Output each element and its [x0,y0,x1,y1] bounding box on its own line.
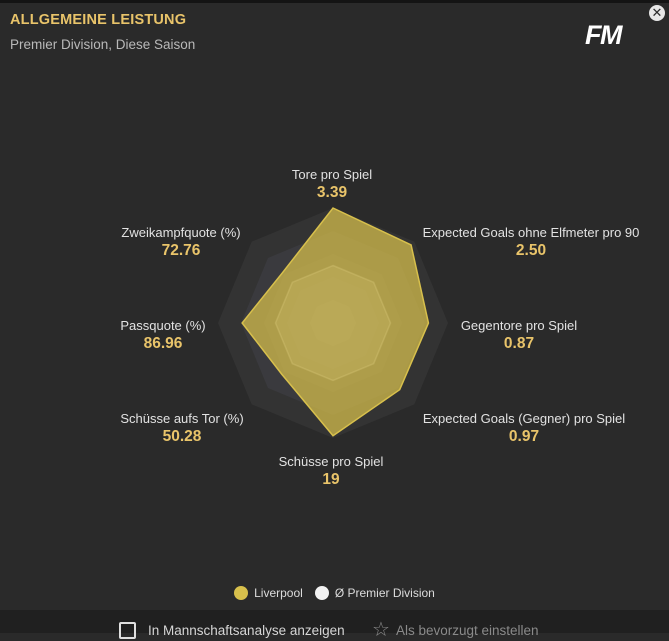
axis-value-7: 86.96 [143,335,183,352]
axis-name-5: Schüsse pro Spiel [278,454,384,469]
close-icon[interactable]: ✕ [649,5,665,21]
top-border [0,0,669,3]
series-polygon-liverpool [241,207,430,437]
axis-value-1: 3.39 [316,184,348,201]
team-analysis-toggle[interactable]: In Mannschaftsanalyse anzeigen [119,622,345,639]
footer-bar: In Mannschaftsanalyse anzeigen ☆ Als bev… [0,610,669,640]
axis-name-3: Gegentore pro Spiel [460,318,578,333]
legend-label-liverpool: Liverpool [254,586,303,600]
axis-label-8: Zweikampfquote (%) 72.76 [71,224,291,260]
legend-item-league-average: Ø Premier Division [314,586,435,600]
legend-dot-league-average [314,586,329,600]
axis-value-2: 2.50 [515,242,547,259]
legend-label-league-average: Ø Premier Division [334,586,435,600]
panel-title: ALLGEMEINE LEISTUNG [10,12,187,28]
axis-label-3: Gegentore pro Spiel 0.87 [409,317,629,353]
axis-name-4: Expected Goals (Gegner) pro Spiel [422,411,626,426]
axis-label-5: Schüsse pro Spiel 19 [221,453,441,489]
axis-name-6: Schüsse aufs Tor (%) [120,411,244,426]
axis-value-4: 0.97 [508,428,540,445]
fm-logo: FM [585,20,622,50]
team-analysis-checkbox[interactable] [119,622,136,639]
axis-value-5: 19 [322,471,340,488]
star-icon: ☆ [372,619,390,641]
team-analysis-label: In Mannschaftsanalyse anzeigen [148,623,345,638]
axis-name-2: Expected Goals ohne Elfmeter pro 90 [422,225,640,240]
axis-value-8: 72.76 [161,242,201,259]
panel-subtitle: Premier Division, Diese Saison [10,37,196,52]
axis-label-1: Tore pro Spiel 3.39 [222,166,442,202]
chart-legend: Liverpool Ø Premier Division [0,586,669,600]
axis-label-6: Schüsse aufs Tor (%) 50.28 [72,410,292,446]
axis-label-2: Expected Goals ohne Elfmeter pro 90 2.50 [421,224,641,260]
set-favorite-button[interactable]: ☆ Als bevorzugt einstellen [372,620,539,640]
set-favorite-label: Als bevorzugt einstellen [395,622,539,638]
axis-name-7: Passquote (%) [120,318,206,333]
axis-value-6: 50.28 [162,428,202,445]
radar-chart [241,207,430,437]
legend-item-liverpool: Liverpool [234,586,303,600]
axis-name-8: Zweikampfquote (%) [121,225,241,240]
axis-label-7: Passquote (%) 86.96 [53,317,273,353]
legend-dot-liverpool [234,586,249,600]
axis-name-1: Tore pro Spiel [291,167,373,182]
axis-value-3: 0.87 [503,335,535,352]
axis-label-4: Expected Goals (Gegner) pro Spiel 0.97 [414,410,634,446]
